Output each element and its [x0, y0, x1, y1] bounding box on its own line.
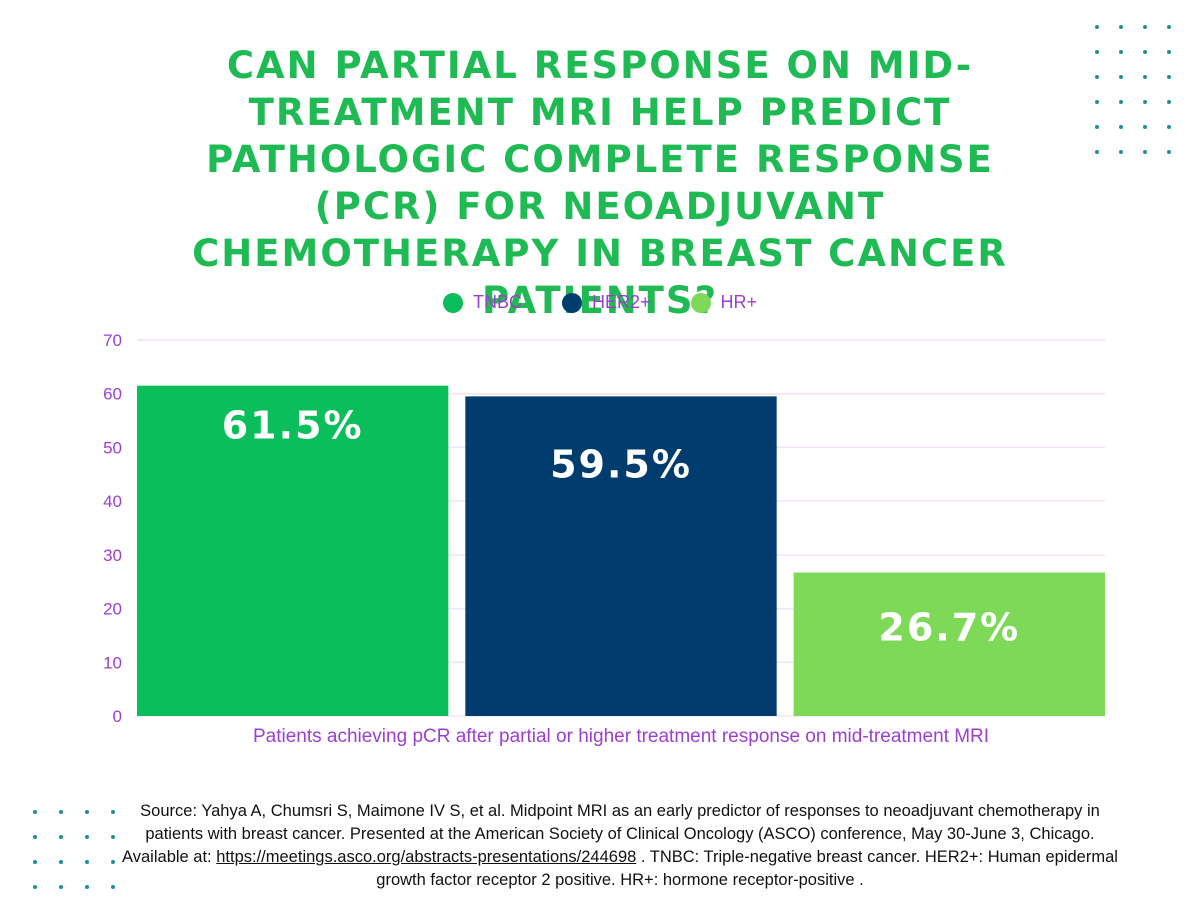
decorative-dot — [85, 860, 89, 864]
chart-legend: TNBC HER2+ HR+ — [0, 292, 1200, 313]
decorative-dot — [1143, 75, 1147, 79]
decorative-dot — [1095, 50, 1099, 54]
decorative-dot — [1143, 100, 1147, 104]
bar-value-label: 26.7% — [878, 606, 1020, 650]
legend-label-tnbc: TNBC — [472, 292, 522, 312]
x-axis-label: Patients achieving pCR after partial or … — [253, 726, 989, 747]
bar-value-label: 61.5% — [222, 404, 364, 448]
y-tick-label: 40 — [103, 492, 122, 511]
bar-tnbc — [137, 385, 449, 716]
source-citation: Source: Yahya A, Chumsri S, Maimone IV S… — [120, 800, 1120, 892]
decorative-dot — [59, 810, 63, 814]
y-tick-label: 50 — [103, 438, 122, 457]
source-link[interactable]: https://meetings.asco.org/abstracts-pres… — [216, 848, 637, 866]
decorative-dot — [111, 810, 115, 814]
decorative-dot — [1167, 50, 1171, 54]
decorative-dot — [1095, 100, 1099, 104]
decorative-dot — [33, 860, 37, 864]
decorative-dot — [33, 810, 37, 814]
legend-swatch-her2 — [561, 292, 582, 313]
decorative-dot — [1119, 50, 1123, 54]
decorative-dot — [1167, 75, 1171, 79]
decorative-dot — [1143, 125, 1147, 129]
y-tick-label: 10 — [103, 653, 122, 672]
decorative-dot — [1095, 75, 1099, 79]
decorative-dot — [1119, 100, 1123, 104]
decorative-dot — [111, 860, 115, 864]
y-tick-label: 0 — [113, 707, 122, 726]
decorative-dot — [1167, 150, 1171, 154]
decorative-dot — [1167, 100, 1171, 104]
decorative-dot — [1119, 125, 1123, 129]
decorative-dot — [59, 860, 63, 864]
decorative-dot — [111, 835, 115, 839]
legend-label-her2: HER2+ — [591, 292, 651, 312]
decorative-dot — [59, 885, 63, 889]
bar-value-label: 59.5% — [550, 442, 692, 486]
legend-swatch-tnbc — [442, 292, 463, 313]
decorative-dot — [85, 810, 89, 814]
decorative-dot — [85, 885, 89, 889]
decorative-dot — [1095, 125, 1099, 129]
legend-item-hr: HR+ — [690, 292, 758, 313]
decorative-dot — [1167, 25, 1171, 29]
decorative-dot — [1143, 50, 1147, 54]
decorative-dot — [59, 835, 63, 839]
decorative-dot — [1143, 25, 1147, 29]
decorative-dot — [1119, 75, 1123, 79]
chart-title: CAN PARTIAL RESPONSE ON MID-TREATMENT MR… — [192, 44, 1008, 322]
legend-swatch-hr — [690, 292, 711, 313]
decorative-dot — [1119, 25, 1123, 29]
bar-chart: 0 10 20 30 40 50 60 70 61.5% 59.5% 26.7% Patients a… — [103, 331, 1105, 747]
decorative-dot — [111, 885, 115, 889]
decorative-dot — [1095, 25, 1099, 29]
y-tick-label: 20 — [103, 600, 122, 619]
bar-hr — [793, 572, 1105, 716]
decorative-dot — [1167, 125, 1171, 129]
bar-her2 — [465, 396, 777, 716]
y-tick-label: 30 — [103, 546, 122, 565]
y-tick-label: 70 — [103, 331, 122, 350]
decorative-dot — [1143, 150, 1147, 154]
legend-item-her2: HER2+ — [561, 292, 651, 313]
decorative-dot — [33, 885, 37, 889]
decorative-dot — [85, 835, 89, 839]
decorative-dot — [33, 835, 37, 839]
decorative-dot — [1095, 150, 1099, 154]
source-text: Source: Yahya A, Chumsri S, Maimone IV S… — [122, 802, 1100, 866]
decorative-dot — [1119, 150, 1123, 154]
legend-item-tnbc: TNBC — [442, 292, 522, 313]
y-tick-label: 60 — [103, 385, 122, 404]
source-abbreviations: . TNBC: Triple-negative breast cancer. H… — [376, 848, 1118, 889]
legend-label-hr: HR+ — [720, 292, 758, 312]
